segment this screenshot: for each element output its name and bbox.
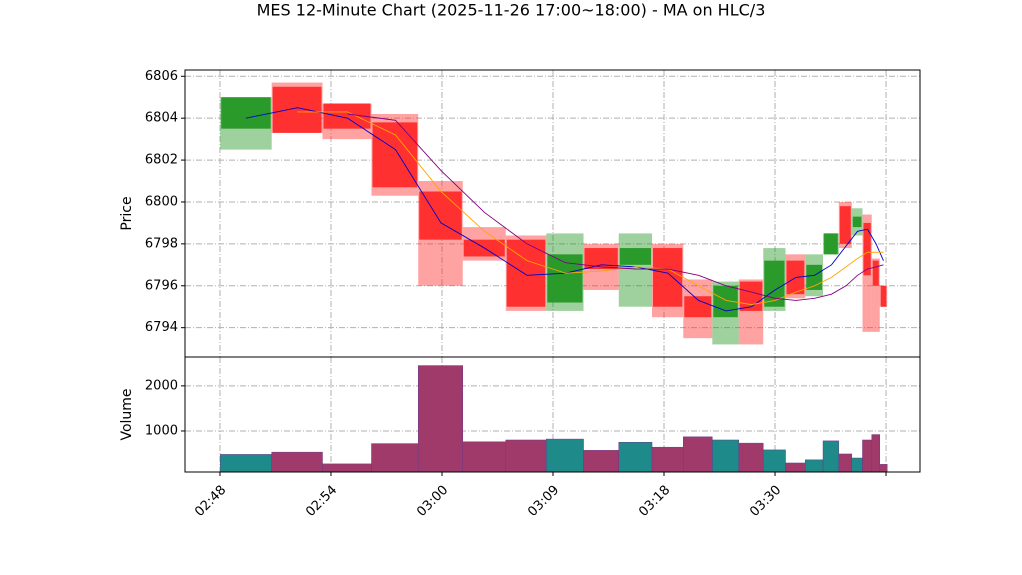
y-tick-label: 6798 xyxy=(145,236,178,251)
candle-body xyxy=(852,216,862,228)
candle-body xyxy=(872,260,879,286)
chart-title: MES 12-Minute Chart (2025-11-26 17:00~18… xyxy=(257,1,766,20)
candle-body xyxy=(372,122,418,188)
candle-body xyxy=(839,206,851,244)
panel: 6794 6796 6798 6800 6802 6804 6806 Price xyxy=(119,69,921,358)
volume-bar xyxy=(505,439,547,473)
volume-bar xyxy=(546,438,584,473)
volume-bar xyxy=(838,453,853,473)
candle-body xyxy=(584,248,618,270)
volume-bar xyxy=(763,449,786,473)
candle-wick xyxy=(618,233,653,307)
candle-body xyxy=(653,248,683,307)
candle-wick xyxy=(871,258,880,332)
y-tick-label: 6806 xyxy=(145,69,178,84)
volume-bar xyxy=(371,443,419,473)
y-tick-label: 2000 xyxy=(145,378,178,393)
volume-bar xyxy=(462,441,507,473)
y-axis-label: Price xyxy=(119,196,135,230)
volume-bar xyxy=(822,440,840,473)
volume-bar xyxy=(417,365,463,473)
y-axis-label: Volume xyxy=(119,388,135,440)
volume-bar xyxy=(871,434,881,473)
ma-line xyxy=(245,107,884,312)
y-tick-label: 1000 xyxy=(145,423,178,438)
y-tick-label: 6802 xyxy=(145,153,178,168)
volume-bar xyxy=(738,442,764,473)
volume-bar xyxy=(879,464,888,473)
candle-body xyxy=(221,97,271,129)
plot-frame xyxy=(184,356,921,473)
candle-body xyxy=(547,254,583,303)
ma-line xyxy=(297,111,884,306)
volume-bar xyxy=(618,441,653,473)
y-tick-label: 6804 xyxy=(145,111,178,126)
volume-bar xyxy=(785,462,806,473)
candle-body xyxy=(880,285,887,307)
y-tick-label: 6800 xyxy=(145,194,178,209)
y-tick-label: 6794 xyxy=(145,320,178,335)
candle-body xyxy=(619,248,652,265)
volume-bar xyxy=(219,454,272,473)
ma-line xyxy=(347,113,884,301)
candle-body xyxy=(684,296,712,318)
volume-bar xyxy=(712,439,740,473)
volume-bar xyxy=(651,446,684,473)
volume-bar xyxy=(583,450,620,473)
candle-body xyxy=(272,86,322,133)
volume-bar xyxy=(322,463,372,473)
volume-bar xyxy=(851,457,863,473)
volume-bar xyxy=(862,439,873,473)
volume-bar xyxy=(805,459,824,473)
candle-body xyxy=(863,222,871,276)
candle-body xyxy=(764,260,785,307)
candle-body xyxy=(824,233,838,255)
y-tick-label: 6796 xyxy=(145,278,178,293)
volume-bar xyxy=(271,451,323,473)
volume-bar xyxy=(683,436,713,473)
